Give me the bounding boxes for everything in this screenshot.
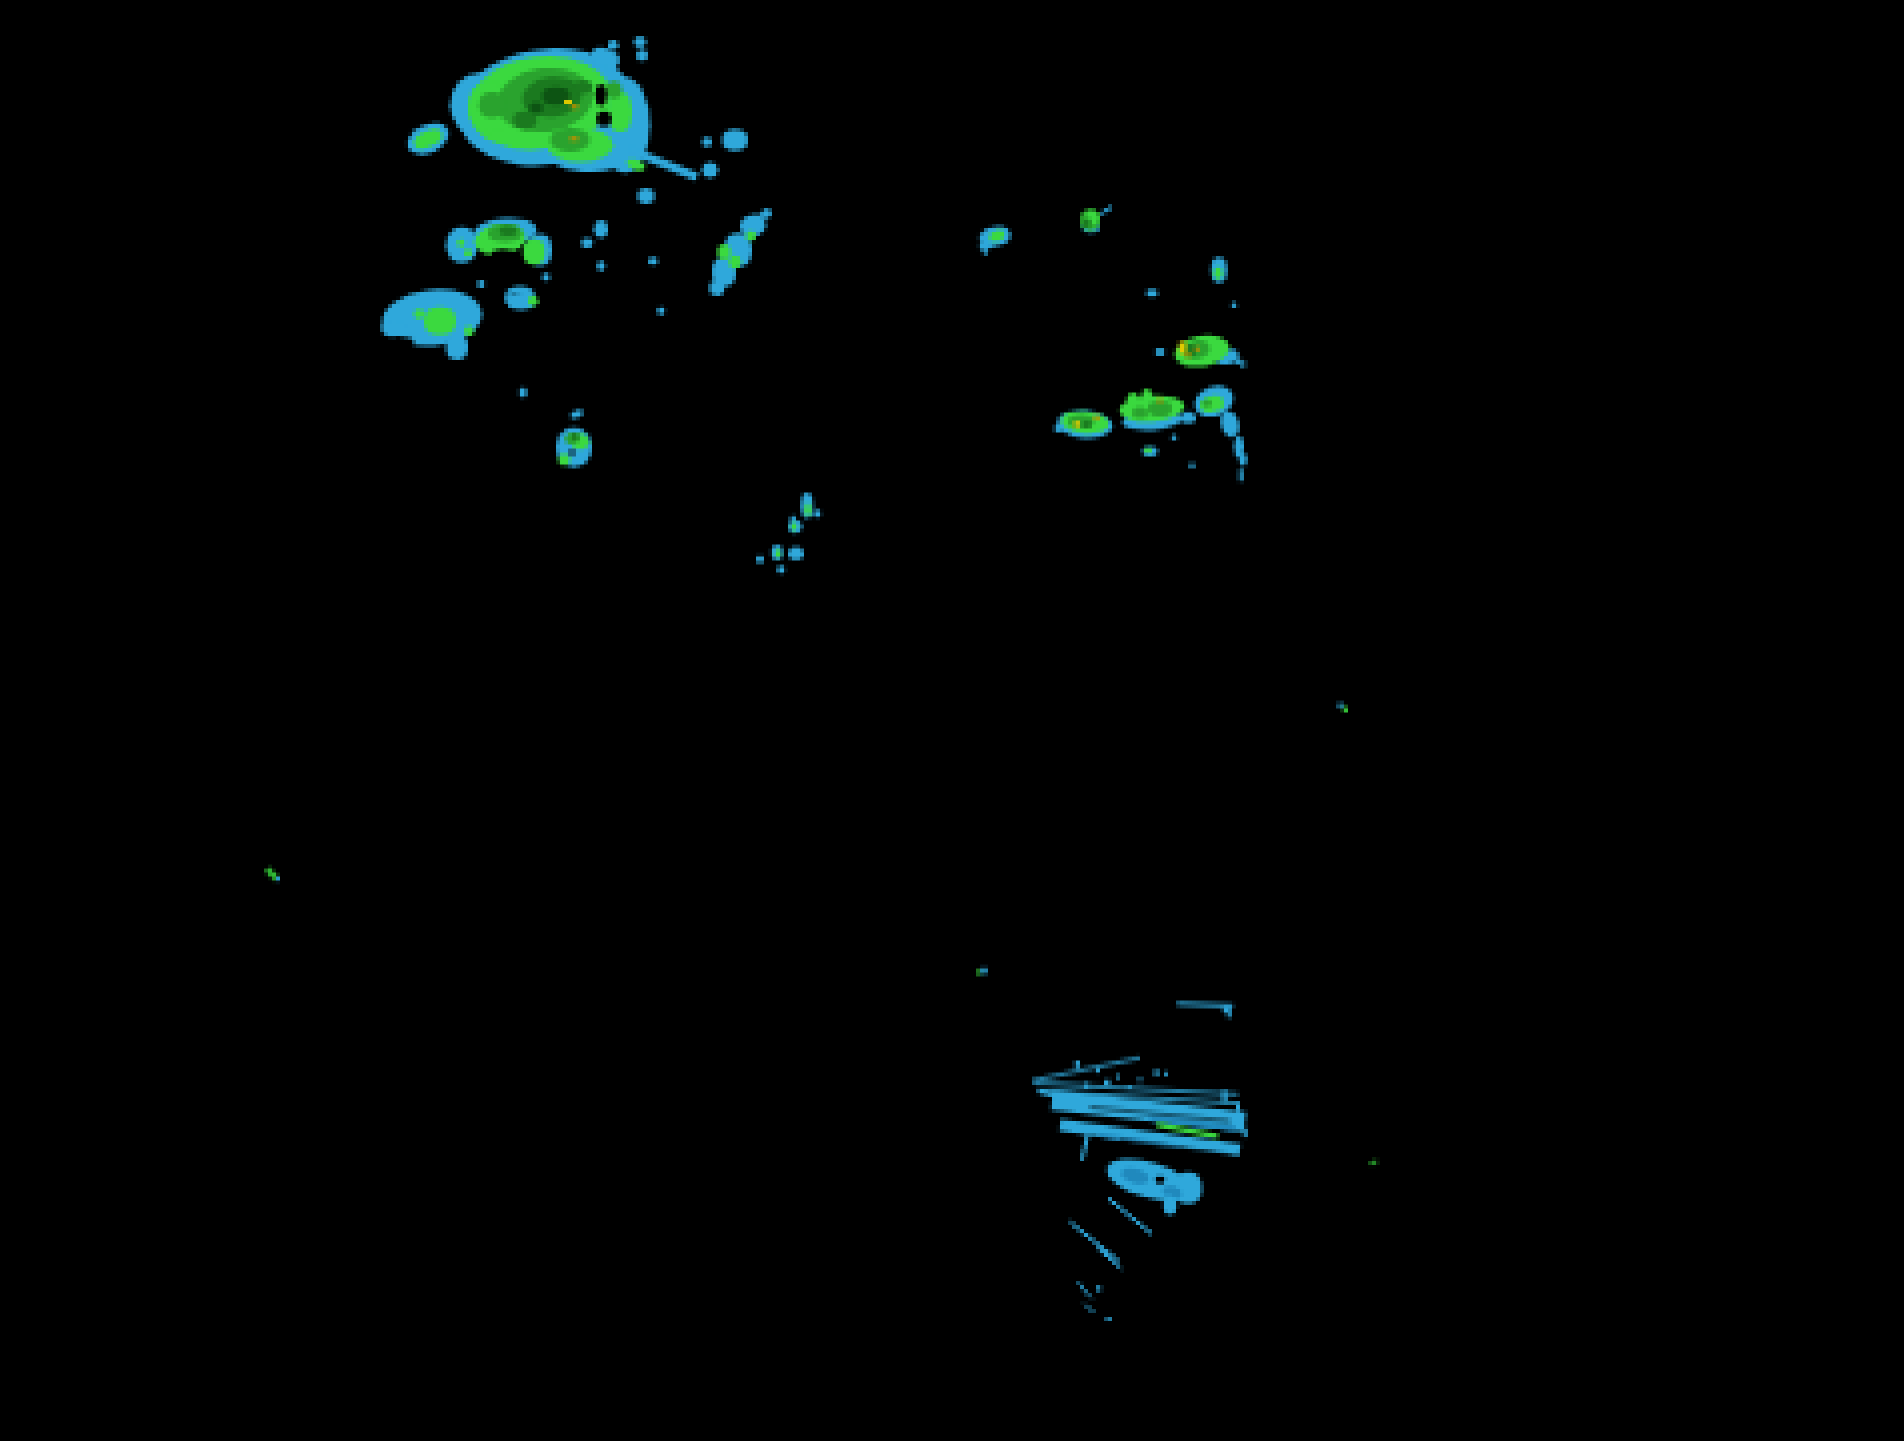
- radar-echo-canvas: [0, 0, 1904, 1441]
- radar-view: [0, 0, 1904, 1441]
